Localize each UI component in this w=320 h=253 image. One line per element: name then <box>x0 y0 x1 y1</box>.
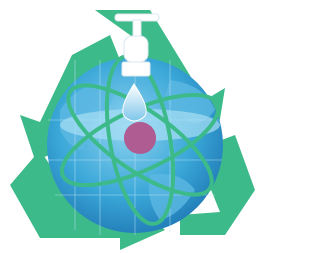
faucet-spout <box>122 62 150 76</box>
page: {} <box>0 0 259 253</box>
nucleus-shade <box>124 122 156 154</box>
faucet-stem <box>133 20 141 38</box>
illustration <box>0 0 259 253</box>
faucet-body <box>124 36 148 62</box>
